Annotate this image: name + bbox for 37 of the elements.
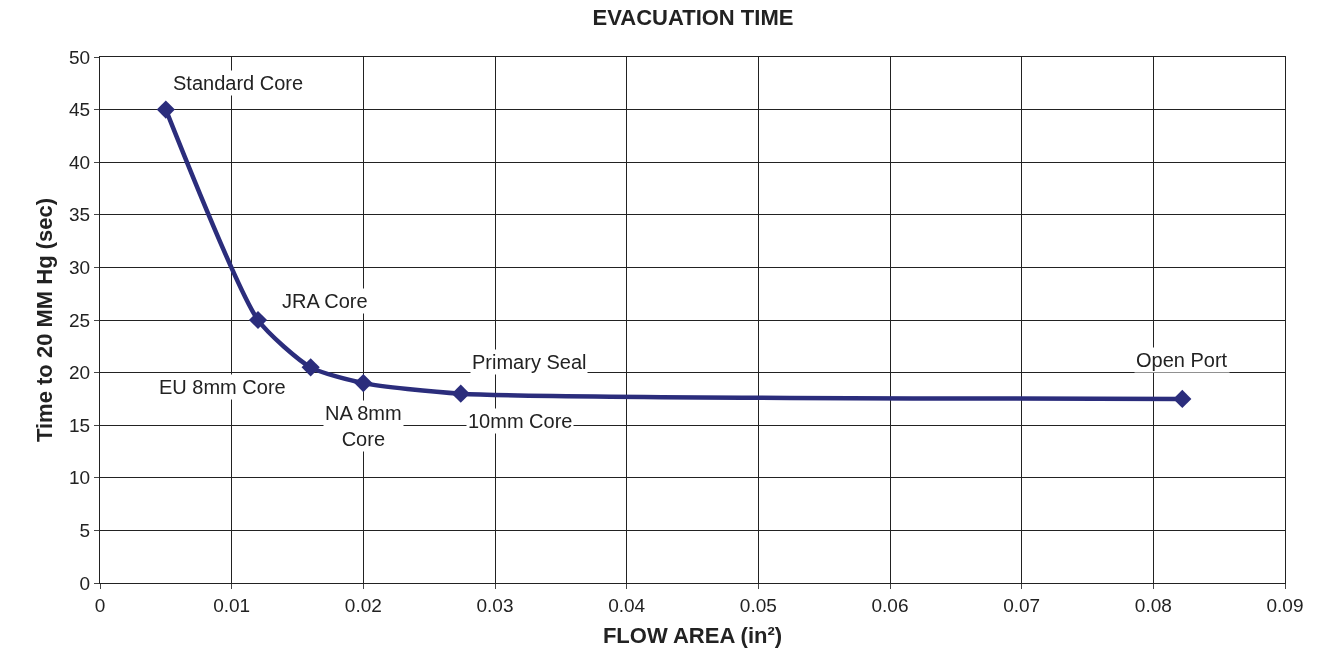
chart-title: EVACUATION TIME	[592, 5, 794, 31]
point	[354, 374, 373, 393]
point	[156, 100, 175, 119]
point	[1173, 389, 1192, 408]
x-axis-title: FLOW AREA (in²)	[602, 622, 783, 648]
annotation: EU 8mm Core	[159, 376, 286, 398]
x-tick-label: 0.06	[871, 594, 909, 616]
y-tick-label: 0	[79, 572, 91, 594]
x-tick-label: 0.08	[1134, 594, 1172, 616]
x-tick-label: 0.03	[476, 594, 514, 616]
y-tick-label: 15	[69, 414, 91, 436]
y-tick-label: 5	[79, 520, 91, 542]
annotation: NA 8mm Core	[325, 402, 402, 450]
x-tick-label: 0.05	[739, 594, 777, 616]
x-tick-label: 0.01	[213, 594, 251, 616]
x-tick-label: 0	[94, 594, 106, 616]
y-tick-label: 10	[69, 467, 91, 489]
y-tick-label: 35	[69, 204, 91, 226]
annotation: 10mm Core	[468, 410, 573, 432]
point	[248, 310, 268, 330]
annotation: Standard Core	[173, 72, 304, 94]
y-tick-label: 30	[69, 257, 91, 279]
annotation: JRA Core	[282, 290, 368, 312]
y-tick-label: 45	[69, 99, 91, 121]
x-tick-label: 0.09	[1266, 594, 1304, 616]
y-tick-label: 40	[69, 151, 91, 173]
annotation: Open Port	[1136, 349, 1228, 371]
y-axis-title: Time to 20 MM Hg (sec)	[31, 197, 57, 443]
x-tick-label: 0.02	[344, 594, 382, 616]
y-tick-label: 25	[69, 309, 91, 331]
point	[451, 384, 470, 403]
x-tick-label: 0.07	[1003, 594, 1041, 616]
x-tick-label: 0.04	[608, 594, 646, 616]
point	[301, 358, 320, 377]
y-tick-label: 20	[69, 362, 91, 384]
annotation: Primary Seal	[472, 351, 587, 373]
y-tick-label: 50	[69, 46, 91, 68]
